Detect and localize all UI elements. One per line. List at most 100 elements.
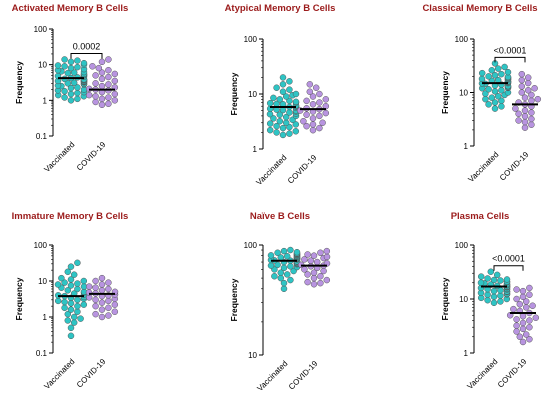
vaccinated-point bbox=[70, 319, 78, 326]
covid-point bbox=[306, 88, 314, 95]
covid-point bbox=[528, 97, 535, 105]
covid-point bbox=[317, 279, 324, 287]
vaccinated-point bbox=[286, 123, 293, 131]
covid-point bbox=[323, 276, 331, 284]
vaccinated-point bbox=[503, 276, 511, 283]
covid-point bbox=[519, 312, 527, 320]
vaccinated-point bbox=[280, 264, 288, 272]
vaccinated-point bbox=[487, 268, 495, 275]
vaccinated-point bbox=[283, 271, 291, 278]
covid-point bbox=[89, 63, 96, 70]
vaccinated-point bbox=[497, 277, 504, 284]
covid-point bbox=[312, 84, 320, 91]
vaccinated-point bbox=[74, 285, 81, 293]
significance-bracket bbox=[494, 56, 526, 63]
vaccinated-point bbox=[286, 130, 293, 137]
covid-point bbox=[105, 81, 112, 88]
chart-activated-memory-b-cells: Activated Memory B Cells 0.1 1 10 100 Freque… bbox=[0, 0, 140, 190]
covid-point bbox=[521, 118, 529, 126]
covid-point bbox=[322, 109, 330, 117]
covid-point bbox=[512, 105, 519, 112]
covid-point bbox=[522, 331, 530, 338]
covid-point bbox=[518, 89, 526, 96]
covid-point bbox=[309, 93, 317, 100]
vaccinated-point bbox=[482, 95, 489, 103]
vaccinated-point bbox=[74, 95, 81, 103]
vaccinated-point bbox=[498, 103, 505, 110]
vaccinated-point bbox=[493, 271, 501, 279]
covid-point bbox=[515, 110, 522, 118]
covid-point bbox=[310, 252, 318, 259]
chart-title: Immature Memory B Cells bbox=[11, 211, 129, 222]
covid-point bbox=[98, 58, 106, 66]
p-value-label: <0.0001 bbox=[492, 254, 525, 264]
vaccinated-point bbox=[279, 81, 287, 88]
covid-point bbox=[519, 293, 527, 301]
y-tick-label: 0.1 bbox=[36, 132, 48, 141]
vaccinated-point bbox=[484, 296, 491, 304]
vaccinated-point bbox=[61, 94, 68, 101]
vaccinated-point bbox=[273, 122, 280, 130]
vaccinated-point bbox=[74, 280, 81, 287]
vaccinated-point bbox=[504, 68, 512, 76]
y-axis-label: Frequency bbox=[14, 61, 24, 104]
covid-point bbox=[317, 249, 324, 257]
vaccinated-point bbox=[67, 282, 75, 289]
covid-point bbox=[98, 281, 106, 288]
covid-point bbox=[522, 298, 530, 305]
chart-atypical-memory-b-cells: Atypical Memory B Cells 1 10 100 Frequency V… bbox=[210, 0, 350, 190]
covid-point bbox=[317, 272, 324, 280]
covid-point bbox=[518, 70, 526, 78]
vaccinated-point bbox=[276, 117, 284, 125]
chart-title: Naïve B Cells bbox=[249, 211, 311, 222]
x-category-label: Vaccinated bbox=[465, 357, 499, 391]
vaccinated-point bbox=[80, 59, 88, 67]
x-category-label: COVID-19 bbox=[496, 357, 529, 390]
y-tick-label: 10 bbox=[38, 61, 47, 70]
p-value-label: <0.0001 bbox=[494, 45, 527, 55]
covid-point bbox=[526, 317, 533, 324]
vaccinated-point bbox=[67, 64, 75, 72]
covid-point bbox=[92, 302, 99, 310]
vaccinated-point bbox=[61, 298, 68, 306]
vaccinated-point bbox=[270, 115, 277, 122]
vaccinated-point bbox=[61, 279, 68, 286]
vaccinated-point bbox=[67, 306, 75, 313]
vaccinated-point bbox=[267, 262, 275, 269]
covid-point bbox=[519, 319, 527, 327]
vaccinated-point bbox=[67, 276, 75, 283]
covid-point bbox=[111, 70, 119, 78]
vaccinated-point bbox=[282, 119, 290, 127]
vaccinated-point bbox=[80, 301, 88, 308]
vaccinated-point bbox=[484, 275, 491, 282]
y-tick-label: 10 bbox=[459, 89, 468, 98]
vaccinated-point bbox=[485, 86, 492, 93]
covid-point bbox=[310, 274, 318, 282]
covid-point bbox=[513, 328, 520, 335]
covid-point bbox=[510, 305, 517, 313]
vaccinated-point bbox=[279, 74, 287, 81]
y-axis-label: Frequency bbox=[14, 277, 24, 320]
y-axis-label: Frequency bbox=[229, 72, 239, 115]
covid-point bbox=[300, 117, 307, 125]
vaccinated-point bbox=[74, 84, 81, 91]
vaccinated-point bbox=[286, 97, 293, 105]
vaccinated-point bbox=[282, 113, 290, 121]
covid-point bbox=[92, 98, 99, 106]
vaccinated-point bbox=[64, 317, 72, 324]
covid-point bbox=[105, 297, 112, 305]
covid-point bbox=[105, 66, 112, 74]
vaccinated-point bbox=[498, 87, 505, 94]
covid-point bbox=[529, 302, 536, 309]
y-tick-label: 1 bbox=[253, 145, 258, 154]
covid-point bbox=[98, 287, 106, 294]
vaccinated-point bbox=[271, 272, 278, 280]
x-category-label: COVID-19 bbox=[498, 150, 531, 183]
covid-point bbox=[111, 301, 119, 308]
x-category-label: Vaccinated bbox=[42, 357, 76, 391]
covid-point bbox=[518, 76, 526, 84]
covid-point bbox=[105, 285, 112, 293]
covid-point bbox=[531, 85, 538, 92]
